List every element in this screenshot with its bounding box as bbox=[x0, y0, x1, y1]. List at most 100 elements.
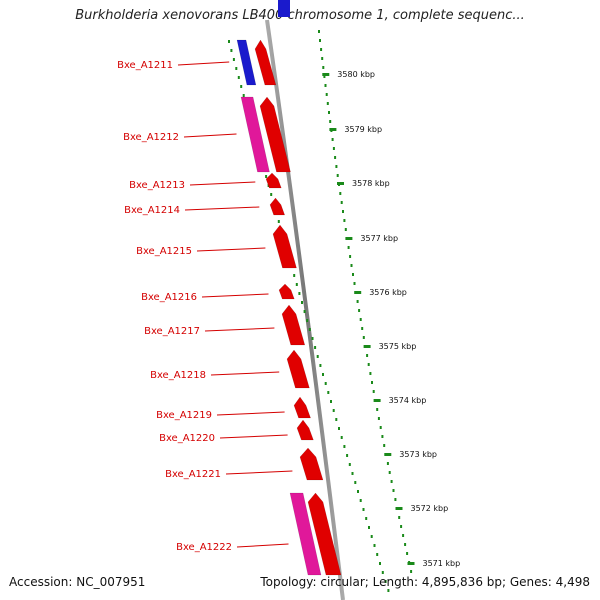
tick-mark bbox=[356, 300, 359, 303]
tick-mark bbox=[372, 390, 375, 393]
gene-arrow bbox=[307, 492, 342, 576]
tick-mark bbox=[357, 490, 359, 493]
tick-mark bbox=[349, 255, 352, 258]
gene-arrow bbox=[272, 224, 297, 269]
tick-mark bbox=[330, 400, 332, 403]
tick-mark bbox=[406, 552, 409, 555]
tick-mark bbox=[301, 301, 303, 304]
gene-label[interactable]: Bxe_A1220 bbox=[159, 433, 215, 444]
major-tick bbox=[407, 562, 415, 565]
tick-mark bbox=[329, 120, 332, 123]
gene-label[interactable]: Bxe_A1218 bbox=[150, 370, 206, 381]
topology-label: Topology: circular; Length: 4,895,836 bp… bbox=[260, 575, 590, 589]
tick-mark bbox=[351, 472, 354, 475]
map-title: Burkholderia xenovorans LB400 chromosome… bbox=[75, 8, 525, 23]
tick-mark bbox=[235, 67, 238, 70]
tick-mark bbox=[386, 462, 389, 465]
tick-mark bbox=[381, 435, 384, 438]
tick-mark bbox=[367, 363, 370, 366]
tick-mark bbox=[277, 220, 280, 223]
major-tick bbox=[345, 237, 353, 240]
gene-arrow bbox=[254, 39, 277, 86]
gene-label[interactable]: Bxe_A1216 bbox=[141, 292, 197, 303]
tick-mark bbox=[321, 57, 324, 60]
gene-label[interactable]: Bxe_A1214 bbox=[124, 205, 180, 216]
kbp-tick-label: 3577 kbp bbox=[360, 234, 398, 243]
kbp-tick-label: 3579 kbp bbox=[344, 125, 382, 134]
tick-mark bbox=[320, 48, 323, 51]
gene-arrow bbox=[293, 396, 311, 419]
tick-mark bbox=[348, 463, 351, 466]
tick-mark bbox=[336, 174, 339, 177]
tick-mark bbox=[365, 517, 368, 520]
tick-mark bbox=[343, 219, 346, 222]
tick-mark bbox=[359, 499, 362, 502]
tick-mark bbox=[383, 444, 386, 447]
kbp-tick-label: 3573 kbp bbox=[399, 450, 437, 459]
gene-block bbox=[236, 39, 257, 86]
tick-mark bbox=[265, 175, 268, 178]
gene-top-offscreen bbox=[278, 0, 290, 17]
kbp-tick-label: 3576 kbp bbox=[369, 288, 407, 297]
major-tick bbox=[363, 345, 371, 348]
gene-label-leader bbox=[201, 293, 269, 298]
tick-mark bbox=[366, 354, 369, 357]
tick-mark bbox=[371, 381, 373, 384]
gene-label[interactable]: Bxe_A1222 bbox=[176, 542, 232, 553]
gene-arrow bbox=[299, 447, 324, 481]
tick-mark bbox=[346, 454, 349, 457]
tick-mark bbox=[306, 319, 309, 322]
major-tick bbox=[337, 182, 344, 185]
tick-mark bbox=[335, 418, 338, 421]
gene-label[interactable]: Bxe_A1211 bbox=[117, 60, 173, 71]
tick-mark bbox=[308, 328, 311, 331]
tick-mark bbox=[340, 436, 343, 439]
tick-mark bbox=[237, 76, 240, 79]
major-tick bbox=[354, 291, 362, 294]
tick-mark bbox=[318, 30, 320, 33]
gene-arrow bbox=[278, 283, 295, 300]
gene-arrow bbox=[281, 304, 306, 346]
gene-label-leader bbox=[204, 327, 275, 332]
gene-label[interactable]: Bxe_A1213 bbox=[129, 180, 185, 191]
gene-label-leader bbox=[196, 247, 266, 252]
tick-mark bbox=[340, 201, 343, 204]
gene-label-leader bbox=[183, 133, 237, 138]
tick-mark bbox=[332, 409, 335, 412]
tick-mark bbox=[293, 274, 296, 277]
tick-mark bbox=[328, 111, 330, 114]
gene-label[interactable]: Bxe_A1219 bbox=[156, 410, 212, 421]
tick-mark bbox=[325, 93, 328, 96]
gene-label-leader bbox=[210, 371, 280, 376]
tick-mark bbox=[270, 193, 273, 196]
tick-mark bbox=[323, 75, 326, 78]
tick-mark bbox=[362, 336, 365, 339]
kbp-tick-label: 3572 kbp bbox=[411, 504, 449, 513]
chromosome-backbone bbox=[265, 19, 345, 600]
gene-label[interactable]: Bxe_A1215 bbox=[136, 246, 192, 257]
tick-mark bbox=[410, 570, 413, 573]
gene-label[interactable]: Bxe_A1221 bbox=[165, 469, 221, 480]
tick-mark bbox=[311, 337, 314, 340]
gene-label[interactable]: Bxe_A1217 bbox=[144, 326, 200, 337]
tick-mark bbox=[392, 489, 395, 492]
tick-mark bbox=[398, 516, 401, 519]
gene-label[interactable]: Bxe_A1212 bbox=[123, 132, 179, 143]
gene-label-leader bbox=[177, 61, 230, 66]
gene-label-leader bbox=[236, 543, 289, 548]
tick-mark bbox=[326, 102, 329, 105]
tick-mark bbox=[230, 49, 233, 52]
tick-mark bbox=[335, 165, 338, 168]
tick-mark bbox=[327, 391, 330, 394]
major-tick bbox=[329, 128, 337, 131]
kbp-tick-label: 3571 kbp bbox=[423, 559, 461, 568]
tick-mark bbox=[353, 282, 356, 285]
tick-mark bbox=[354, 481, 357, 484]
tick-mark bbox=[324, 382, 327, 385]
tick-mark bbox=[387, 589, 390, 592]
tick-mark bbox=[358, 309, 361, 312]
gene-arrow bbox=[269, 197, 286, 216]
tick-mark bbox=[381, 571, 384, 574]
tick-mark bbox=[314, 346, 317, 349]
